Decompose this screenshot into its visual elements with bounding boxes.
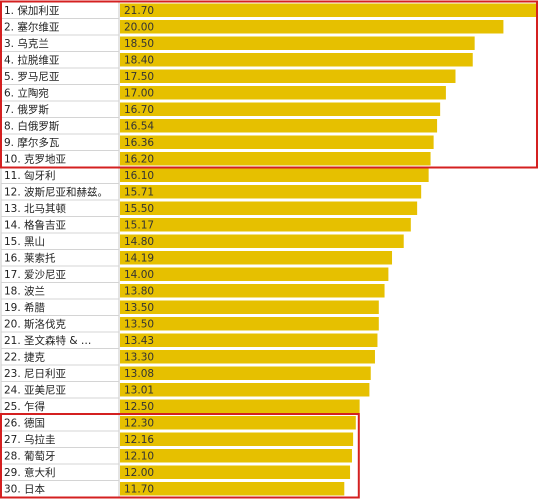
bar bbox=[120, 399, 360, 413]
value-label: 13.08 bbox=[124, 368, 154, 380]
value-label: 12.30 bbox=[124, 418, 154, 430]
bar bbox=[120, 3, 536, 17]
category-label: 25. 乍得 bbox=[4, 400, 45, 413]
bar bbox=[120, 135, 434, 149]
value-label: 17.00 bbox=[124, 88, 154, 100]
value-label: 13.43 bbox=[124, 335, 154, 347]
bars-layer bbox=[120, 3, 536, 496]
value-label: 13.01 bbox=[124, 385, 154, 397]
category-labels: 1. 保加利亚 2. 塞尔维亚 3. 乌克兰 4. 拉脱维亚 5. 罗马尼亚 6. 立陶宛… bbox=[4, 4, 108, 496]
value-label: 16.20 bbox=[124, 154, 154, 166]
value-label: 12.00 bbox=[124, 467, 154, 479]
bar bbox=[120, 267, 389, 281]
category-label: 14. 格鲁吉亚 bbox=[4, 219, 67, 232]
value-label: 16.54 bbox=[124, 121, 154, 133]
value-labels: 21.70 20.00 18.50 18.40 17.50 17.00 16.70 16.54… bbox=[124, 5, 154, 496]
value-label: 12.16 bbox=[124, 434, 154, 446]
bar bbox=[120, 152, 431, 166]
category-label: 2. 塞尔维亚 bbox=[4, 21, 60, 34]
category-label: 18. 波兰 bbox=[4, 285, 45, 298]
bar bbox=[120, 234, 404, 248]
category-label: 16. 莱索托 bbox=[4, 252, 56, 265]
bar bbox=[120, 69, 456, 83]
category-label: 7. 俄罗斯 bbox=[4, 103, 49, 116]
category-label: 5. 罗马尼亚 bbox=[4, 71, 60, 83]
bar bbox=[120, 168, 429, 182]
value-label: 15.50 bbox=[124, 203, 154, 215]
category-label: 19. 希腊 bbox=[4, 301, 46, 314]
bar bbox=[120, 416, 356, 430]
category-label: 22. 捷克 bbox=[4, 351, 46, 364]
category-label: 27. 乌拉圭 bbox=[4, 433, 56, 446]
value-label: 17.50 bbox=[124, 71, 154, 83]
category-label: 26. 德国 bbox=[4, 417, 45, 430]
category-label: 12. 波斯尼亚和赫兹。 bbox=[4, 186, 108, 199]
bar bbox=[120, 119, 438, 133]
bar bbox=[120, 465, 351, 479]
value-label: 13.30 bbox=[124, 352, 154, 364]
value-label: 18.40 bbox=[124, 55, 154, 67]
bar bbox=[120, 218, 411, 232]
bar bbox=[120, 482, 345, 496]
bar bbox=[120, 300, 379, 314]
value-label: 12.50 bbox=[124, 401, 154, 413]
category-label: 3. 乌克兰 bbox=[4, 37, 49, 50]
bar bbox=[120, 185, 422, 199]
category-label: 10. 克罗地亚 bbox=[4, 153, 67, 166]
highlight-box-1 bbox=[0, 0, 538, 169]
value-label: 16.36 bbox=[124, 137, 154, 149]
value-label: 15.71 bbox=[124, 187, 154, 199]
category-label: 29. 意大利 bbox=[4, 466, 56, 479]
bar bbox=[120, 432, 354, 446]
category-label: 20. 斯洛伐克 bbox=[4, 318, 67, 331]
bar bbox=[120, 284, 385, 298]
value-label: 20.00 bbox=[124, 22, 154, 34]
bar bbox=[120, 201, 418, 215]
category-label: 4. 拉脱维亚 bbox=[4, 54, 60, 67]
bar bbox=[120, 350, 375, 364]
bar bbox=[120, 383, 370, 397]
value-label: 14.00 bbox=[124, 269, 154, 281]
category-label: 15. 黑山 bbox=[4, 236, 45, 248]
category-label: 8. 白俄罗斯 bbox=[4, 120, 60, 133]
value-label: 14.19 bbox=[124, 253, 154, 265]
bar bbox=[120, 251, 393, 265]
value-label: 13.50 bbox=[124, 319, 154, 331]
category-label: 13. 北马其顿 bbox=[4, 202, 67, 215]
value-label: 12.10 bbox=[124, 451, 154, 463]
category-label: 6. 立陶宛 bbox=[4, 87, 49, 100]
bar bbox=[120, 102, 441, 116]
bar bbox=[120, 86, 446, 100]
category-label: 9. 摩尔多瓦 bbox=[4, 136, 60, 149]
value-label: 16.70 bbox=[124, 104, 154, 116]
value-label: 11.70 bbox=[124, 484, 154, 496]
value-label: 15.17 bbox=[124, 220, 154, 232]
category-label: 1. 保加利亚 bbox=[4, 4, 60, 17]
category-label: 28. 葡萄牙 bbox=[4, 450, 56, 463]
value-label: 13.50 bbox=[124, 302, 154, 314]
value-label: 13.80 bbox=[124, 286, 154, 298]
bar bbox=[120, 53, 473, 67]
category-label: 21. 圣文森特 & … bbox=[4, 334, 91, 347]
value-label: 16.10 bbox=[124, 170, 154, 182]
bar bbox=[120, 449, 352, 463]
category-label: 17. 爱沙尼亚 bbox=[4, 268, 67, 281]
category-label: 23. 尼日利亚 bbox=[4, 368, 67, 380]
bar bbox=[120, 366, 371, 380]
bar bbox=[120, 20, 504, 34]
category-label: 24. 亚美尼亚 bbox=[4, 384, 67, 397]
highlight-box-2 bbox=[0, 413, 360, 499]
bar bbox=[120, 317, 379, 331]
value-label: 18.50 bbox=[124, 38, 154, 50]
category-label: 30. 日本 bbox=[4, 483, 46, 496]
category-label: 11. 匈牙利 bbox=[4, 169, 56, 182]
value-label: 14.80 bbox=[124, 236, 154, 248]
bar bbox=[120, 333, 378, 347]
bar bbox=[120, 36, 475, 50]
value-label: 21.70 bbox=[124, 5, 154, 17]
